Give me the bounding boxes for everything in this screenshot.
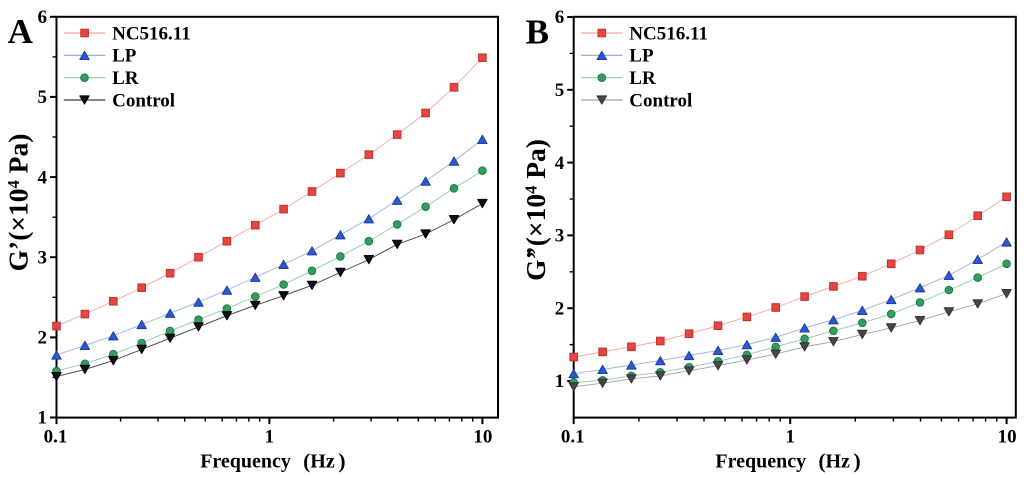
svg-text:NC516.11: NC516.11 [112,23,191,44]
svg-text:Hz: Hz [826,450,851,472]
svg-text:): ) [854,449,861,473]
svg-text:4: 4 [555,153,565,174]
svg-text:(: ( [303,449,310,473]
svg-text:1: 1 [555,371,565,392]
svg-text:5: 5 [555,80,565,101]
svg-text:6: 6 [555,7,565,28]
svg-text:B: B [526,12,549,51]
svg-text:1: 1 [38,408,48,429]
svg-text:G’(×104 Pa): G’(×104 Pa) [3,134,34,272]
svg-text:1: 1 [785,427,795,448]
svg-text:(: ( [818,449,825,473]
svg-text:LR: LR [629,68,656,89]
svg-text:3: 3 [555,226,565,247]
svg-text:2: 2 [38,328,48,349]
svg-text:A: A [8,12,34,51]
svg-text:4: 4 [38,167,48,188]
svg-text:NC516.11: NC516.11 [629,23,708,44]
svg-text:LP: LP [629,46,654,67]
svg-text:LR: LR [112,68,139,89]
svg-text:): ) [338,449,345,473]
svg-text:10: 10 [473,427,492,448]
svg-text:10: 10 [998,427,1017,448]
svg-text:5: 5 [38,87,48,108]
svg-text:2: 2 [555,298,565,319]
svg-text:0.1: 0.1 [44,427,68,448]
svg-text:G’’(×104 Pa): G’’(×104 Pa) [520,139,551,281]
svg-text:Control: Control [629,90,692,111]
svg-text:Frequency: Frequency [715,450,806,472]
svg-text:6: 6 [38,7,48,28]
svg-text:1: 1 [265,427,275,448]
svg-text:LP: LP [112,46,137,67]
svg-text:0.1: 0.1 [561,427,585,448]
svg-text:Control: Control [112,90,175,111]
svg-text:3: 3 [38,247,48,268]
svg-text:Hz: Hz [310,450,335,472]
svg-text:Frequency: Frequency [200,450,291,472]
